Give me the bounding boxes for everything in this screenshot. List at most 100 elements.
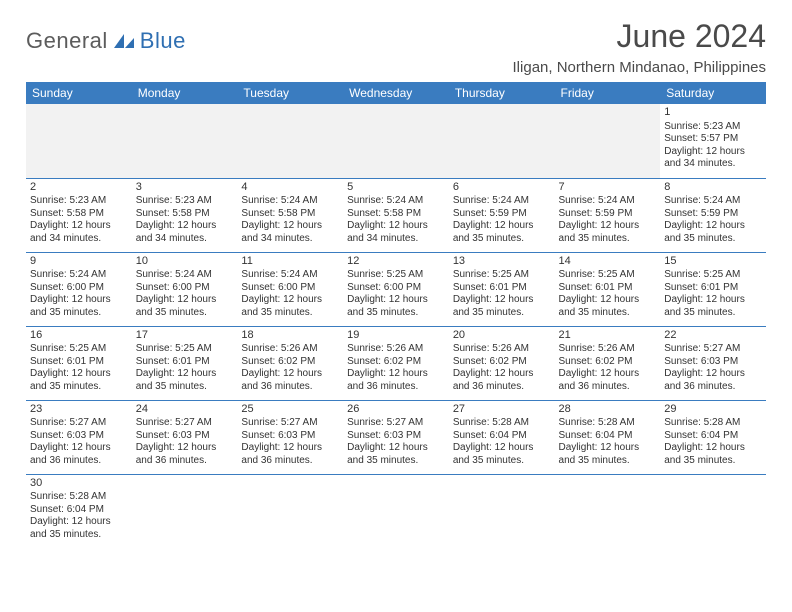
calendar-day-cell: 29Sunrise: 5:28 AMSunset: 6:04 PMDayligh…	[660, 400, 766, 474]
calendar-week-row: 23Sunrise: 5:27 AMSunset: 6:03 PMDayligh…	[26, 400, 766, 474]
day-number: 21	[559, 329, 657, 343]
calendar-week-row: 2Sunrise: 5:23 AMSunset: 5:58 PMDaylight…	[26, 178, 766, 252]
month-title: June 2024	[513, 18, 766, 55]
calendar-day-cell: 23Sunrise: 5:27 AMSunset: 6:03 PMDayligh…	[26, 400, 132, 474]
sun-info: Sunrise: 5:24 AMSunset: 5:58 PMDaylight:…	[241, 195, 339, 245]
calendar-day-cell: 2Sunrise: 5:23 AMSunset: 5:58 PMDaylight…	[26, 178, 132, 252]
calendar-day-cell: 6Sunrise: 5:24 AMSunset: 5:59 PMDaylight…	[449, 178, 555, 252]
logo: General Blue	[26, 28, 186, 54]
sun-info: Sunrise: 5:27 AMSunset: 6:03 PMDaylight:…	[136, 417, 234, 467]
sun-info: Sunrise: 5:23 AMSunset: 5:57 PMDaylight:…	[664, 121, 762, 171]
sun-info: Sunrise: 5:23 AMSunset: 5:58 PMDaylight:…	[136, 195, 234, 245]
calendar-day-cell	[132, 104, 238, 178]
weekday-header: Wednesday	[343, 82, 449, 104]
day-number: 26	[347, 403, 445, 417]
calendar-day-cell: 4Sunrise: 5:24 AMSunset: 5:58 PMDaylight…	[237, 178, 343, 252]
title-block: June 2024 Iligan, Northern Mindanao, Phi…	[513, 18, 766, 76]
day-number: 10	[136, 255, 234, 269]
day-number: 22	[664, 329, 762, 343]
sun-info: Sunrise: 5:25 AMSunset: 6:01 PMDaylight:…	[453, 269, 551, 319]
sun-info: Sunrise: 5:23 AMSunset: 5:58 PMDaylight:…	[30, 195, 128, 245]
sun-info: Sunrise: 5:26 AMSunset: 6:02 PMDaylight:…	[347, 343, 445, 393]
calendar-day-cell	[343, 474, 449, 548]
calendar-table: Sunday Monday Tuesday Wednesday Thursday…	[26, 82, 766, 548]
calendar-day-cell: 7Sunrise: 5:24 AMSunset: 5:59 PMDaylight…	[555, 178, 661, 252]
day-number: 4	[241, 181, 339, 195]
weekday-header: Monday	[132, 82, 238, 104]
calendar-day-cell: 30Sunrise: 5:28 AMSunset: 6:04 PMDayligh…	[26, 474, 132, 548]
weekday-header: Saturday	[660, 82, 766, 104]
day-number: 14	[559, 255, 657, 269]
day-number: 27	[453, 403, 551, 417]
calendar-day-cell: 26Sunrise: 5:27 AMSunset: 6:03 PMDayligh…	[343, 400, 449, 474]
calendar-day-cell	[237, 104, 343, 178]
calendar-day-cell: 13Sunrise: 5:25 AMSunset: 6:01 PMDayligh…	[449, 252, 555, 326]
location-text: Iligan, Northern Mindanao, Philippines	[513, 59, 766, 76]
day-number: 6	[453, 181, 551, 195]
calendar-day-cell	[555, 104, 661, 178]
weekday-header: Thursday	[449, 82, 555, 104]
day-number: 9	[30, 255, 128, 269]
day-number: 23	[30, 403, 128, 417]
sun-info: Sunrise: 5:24 AMSunset: 5:59 PMDaylight:…	[664, 195, 762, 245]
day-number: 20	[453, 329, 551, 343]
sun-info: Sunrise: 5:25 AMSunset: 6:01 PMDaylight:…	[136, 343, 234, 393]
day-number: 30	[30, 477, 128, 491]
sun-info: Sunrise: 5:25 AMSunset: 6:01 PMDaylight:…	[559, 269, 657, 319]
calendar-day-cell: 24Sunrise: 5:27 AMSunset: 6:03 PMDayligh…	[132, 400, 238, 474]
calendar-day-cell: 19Sunrise: 5:26 AMSunset: 6:02 PMDayligh…	[343, 326, 449, 400]
calendar-day-cell: 27Sunrise: 5:28 AMSunset: 6:04 PMDayligh…	[449, 400, 555, 474]
calendar-day-cell	[132, 474, 238, 548]
day-number: 15	[664, 255, 762, 269]
sun-info: Sunrise: 5:24 AMSunset: 5:59 PMDaylight:…	[559, 195, 657, 245]
sun-info: Sunrise: 5:24 AMSunset: 6:00 PMDaylight:…	[136, 269, 234, 319]
calendar-day-cell	[449, 104, 555, 178]
calendar-day-cell	[343, 104, 449, 178]
day-number: 28	[559, 403, 657, 417]
calendar-week-row: 16Sunrise: 5:25 AMSunset: 6:01 PMDayligh…	[26, 326, 766, 400]
day-number: 1	[664, 106, 762, 120]
sail-icon	[112, 32, 136, 50]
calendar-day-cell: 21Sunrise: 5:26 AMSunset: 6:02 PMDayligh…	[555, 326, 661, 400]
header: General Blue June 2024 Iligan, Northern …	[26, 18, 766, 76]
day-number: 2	[30, 181, 128, 195]
sun-info: Sunrise: 5:27 AMSunset: 6:03 PMDaylight:…	[347, 417, 445, 467]
calendar-day-cell: 14Sunrise: 5:25 AMSunset: 6:01 PMDayligh…	[555, 252, 661, 326]
calendar-day-cell: 22Sunrise: 5:27 AMSunset: 6:03 PMDayligh…	[660, 326, 766, 400]
calendar-day-cell: 16Sunrise: 5:25 AMSunset: 6:01 PMDayligh…	[26, 326, 132, 400]
weekday-header: Sunday	[26, 82, 132, 104]
day-number: 29	[664, 403, 762, 417]
calendar-week-row: 9Sunrise: 5:24 AMSunset: 6:00 PMDaylight…	[26, 252, 766, 326]
calendar-day-cell: 10Sunrise: 5:24 AMSunset: 6:00 PMDayligh…	[132, 252, 238, 326]
calendar-day-cell: 8Sunrise: 5:24 AMSunset: 5:59 PMDaylight…	[660, 178, 766, 252]
calendar-week-row: 1Sunrise: 5:23 AMSunset: 5:57 PMDaylight…	[26, 104, 766, 178]
day-number: 17	[136, 329, 234, 343]
sun-info: Sunrise: 5:25 AMSunset: 6:01 PMDaylight:…	[30, 343, 128, 393]
day-number: 3	[136, 181, 234, 195]
weekday-header: Friday	[555, 82, 661, 104]
sun-info: Sunrise: 5:27 AMSunset: 6:03 PMDaylight:…	[30, 417, 128, 467]
day-number: 7	[559, 181, 657, 195]
calendar-day-cell: 20Sunrise: 5:26 AMSunset: 6:02 PMDayligh…	[449, 326, 555, 400]
day-number: 13	[453, 255, 551, 269]
sun-info: Sunrise: 5:26 AMSunset: 6:02 PMDaylight:…	[453, 343, 551, 393]
day-number: 11	[241, 255, 339, 269]
day-number: 25	[241, 403, 339, 417]
sun-info: Sunrise: 5:27 AMSunset: 6:03 PMDaylight:…	[241, 417, 339, 467]
day-number: 18	[241, 329, 339, 343]
weekday-header: Tuesday	[237, 82, 343, 104]
calendar-week-row: 30Sunrise: 5:28 AMSunset: 6:04 PMDayligh…	[26, 474, 766, 548]
day-number: 16	[30, 329, 128, 343]
calendar-day-cell: 15Sunrise: 5:25 AMSunset: 6:01 PMDayligh…	[660, 252, 766, 326]
logo-text-blue: Blue	[140, 28, 186, 54]
calendar-day-cell	[237, 474, 343, 548]
calendar-day-cell: 17Sunrise: 5:25 AMSunset: 6:01 PMDayligh…	[132, 326, 238, 400]
day-number: 5	[347, 181, 445, 195]
day-number: 19	[347, 329, 445, 343]
sun-info: Sunrise: 5:24 AMSunset: 5:58 PMDaylight:…	[347, 195, 445, 245]
sun-info: Sunrise: 5:28 AMSunset: 6:04 PMDaylight:…	[453, 417, 551, 467]
sun-info: Sunrise: 5:28 AMSunset: 6:04 PMDaylight:…	[559, 417, 657, 467]
sun-info: Sunrise: 5:24 AMSunset: 5:59 PMDaylight:…	[453, 195, 551, 245]
day-number: 24	[136, 403, 234, 417]
sun-info: Sunrise: 5:24 AMSunset: 6:00 PMDaylight:…	[30, 269, 128, 319]
